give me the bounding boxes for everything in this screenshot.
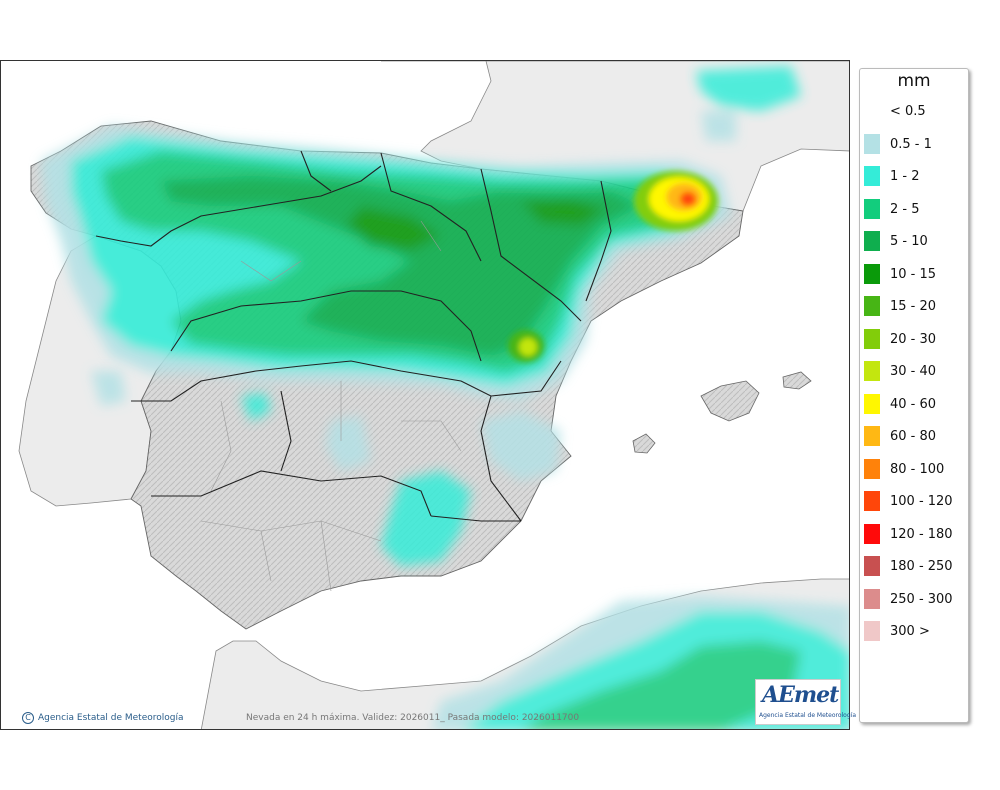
legend-label: 2 - 5 [890,201,920,217]
copyright-icon: C [22,712,34,724]
legend-row: 100 - 120 [860,489,968,511]
legend-swatch [864,263,880,284]
legend-label: 80 - 100 [890,461,945,477]
scattered-snowfall [91,371,561,566]
legend-row: 60 - 80 [860,424,968,446]
province-borders [200,220,462,592]
logo-mark: AEmet [762,682,839,708]
legend-row: 2 - 5 [860,197,968,219]
aemet-logo: AEmet Agencia Estatal de Meteorología [755,679,856,725]
legend-row: 300 > [860,619,968,641]
iberian-hotspot [508,330,544,362]
legend-swatch [864,556,880,576]
legend-label: 5 - 10 [890,234,928,249]
legend-swatch [864,361,880,381]
legend-row: 120 - 180 [860,522,968,544]
legend-row: 1 - 2 [860,164,968,186]
credit-text: Agencia Estatal de Meteorología [38,713,184,723]
menorca [782,371,812,390]
legend-row: 250 - 300 [860,587,968,609]
legend-label: 100 - 120 [890,494,953,509]
legend-swatch [864,426,880,446]
legend-swatch [864,296,880,316]
legend-row: 40 - 60 [860,392,968,414]
legend-row: 180 - 250 [860,554,968,576]
legend-swatch [864,491,880,511]
legend-swatch [864,393,880,414]
legend-label: 300 > [890,624,930,639]
legend-row: 10 - 15 [860,262,968,284]
regional-borders [95,150,612,522]
credit-line: C Agencia Estatal de Meteorología [22,712,184,724]
legend-label: < 0.5 [890,104,926,119]
legend-label: 15 - 20 [890,299,937,314]
legend-row: 0.5 - 1 [860,132,968,154]
mallorca [700,380,760,422]
legend-swatch [864,621,880,641]
logo-subtitle: Agencia Estatal de Meteorología [759,712,856,719]
legend-label: 60 - 80 [890,429,937,444]
legend-swatch [864,588,880,609]
legend-label: 180 - 250 [890,559,953,574]
legend-swatch [864,166,880,186]
map-frame [0,60,850,730]
pyrenees-hotspot [634,171,718,231]
legend-label: 20 - 30 [890,331,937,347]
legend-row: < 0.5 [860,99,968,119]
legend-row: 30 - 40 [860,359,968,381]
legend-row: 80 - 100 [860,457,968,479]
offshore-snowfall [431,66,849,729]
legend-label: 0.5 - 1 [890,136,932,152]
legend-label: 40 - 60 [890,396,937,412]
legend-row: 5 - 10 [860,229,968,251]
legend-label: 1 - 2 [890,169,920,184]
snowfall-map [1,61,849,729]
legend-swatch [864,328,880,349]
legend-label: 30 - 40 [890,364,937,379]
legend: mm < 0.5 0.5 - 1 1 - 2 2 - 5 5 - 10 10 - 15 15… [859,68,969,723]
legend-label: 120 - 180 [890,526,953,542]
map-caption: Nevada en 24 h máxima. Validez: 2026011_… [246,713,580,723]
legend-label: 250 - 300 [890,591,953,607]
legend-swatch [864,231,880,251]
legend-row: 20 - 30 [860,327,968,349]
snowfall-overlay [41,126,731,401]
legend-label: 10 - 15 [890,266,937,282]
legend-swatch [864,523,880,544]
legend-unit: mm [897,71,931,91]
ibiza [632,433,656,454]
legend-swatch [864,458,880,479]
legend-swatch [864,133,880,154]
legend-row: 15 - 20 [860,294,968,316]
legend-swatch [864,198,880,219]
